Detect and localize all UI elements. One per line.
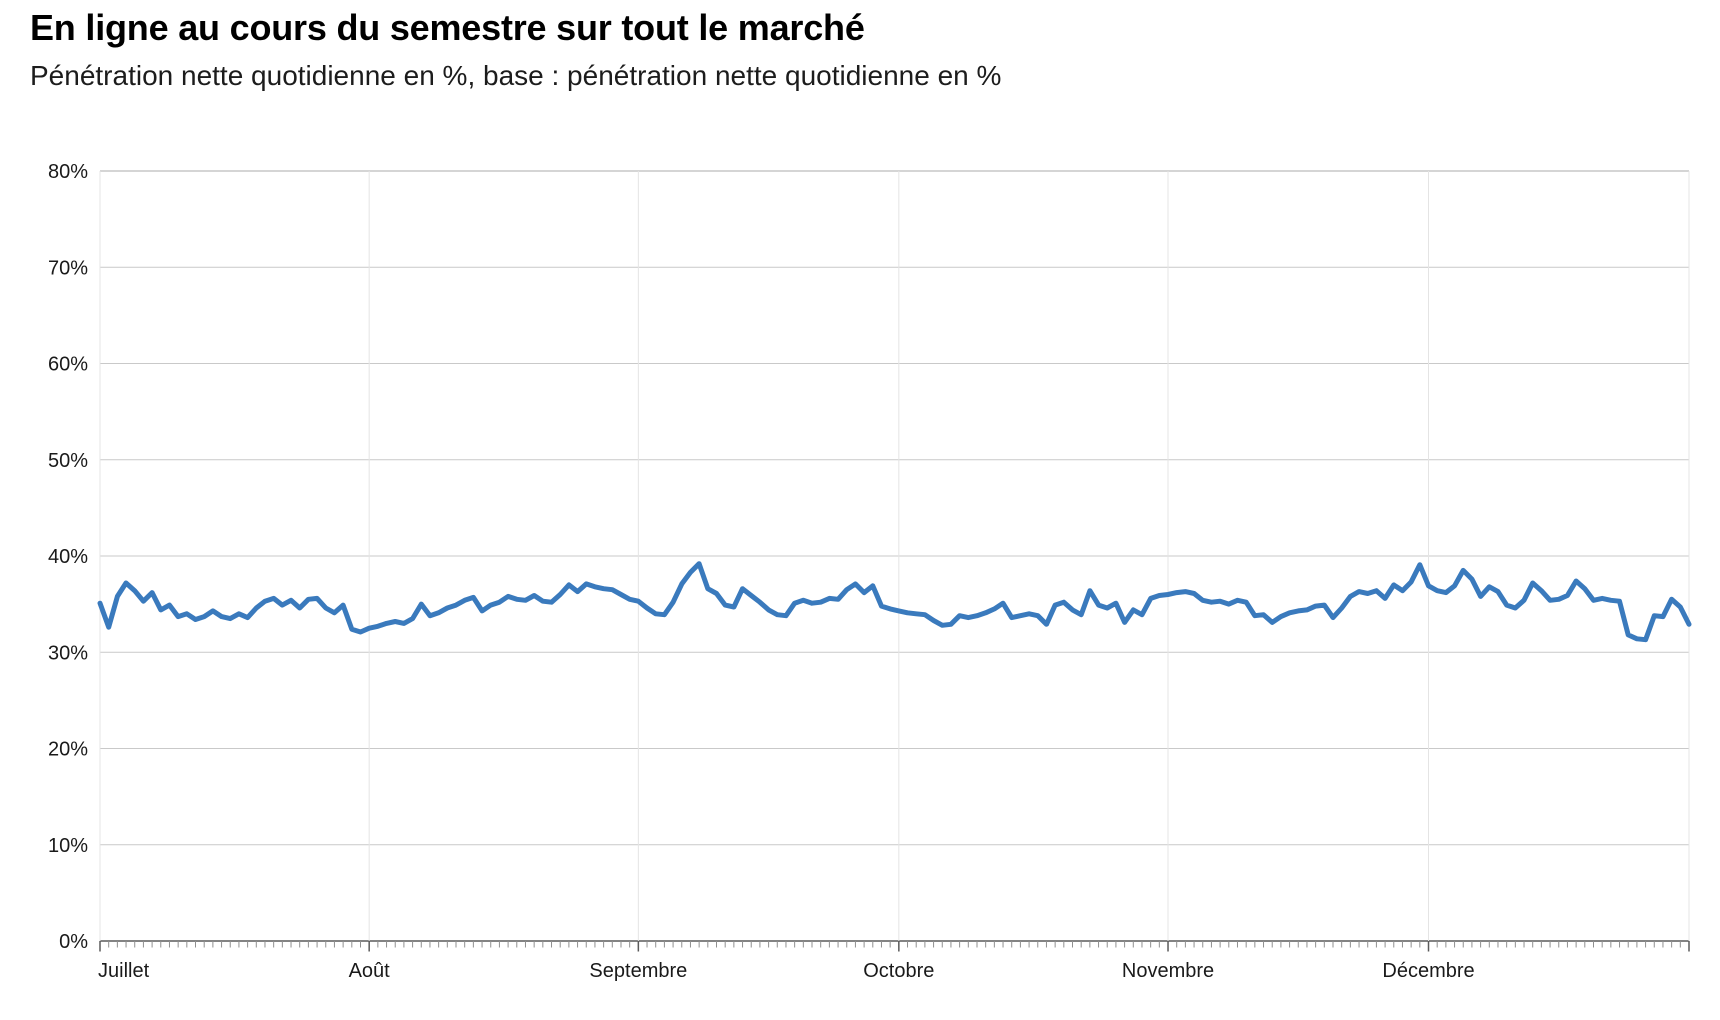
x-axis-label: Octobre bbox=[863, 960, 934, 982]
x-axis-label: Juillet bbox=[98, 960, 150, 982]
page-title: En ligne au cours du semestre sur tout l… bbox=[30, 7, 865, 48]
page-subtitle: Pénétration nette quotidienne en %, base… bbox=[30, 60, 1002, 92]
chart-header: En ligne au cours du semestre sur tout l… bbox=[30, 6, 1001, 93]
x-axis-label: Décembre bbox=[1382, 960, 1474, 982]
penetration-line bbox=[97, 561, 1692, 643]
y-axis-label: 0% bbox=[59, 931, 88, 953]
x-axis-label: Novembre bbox=[1122, 960, 1214, 982]
y-axis-label: 20% bbox=[48, 739, 88, 761]
y-axis-label: 60% bbox=[48, 354, 88, 376]
y-axis-label: 80% bbox=[48, 161, 88, 183]
y-axis-label: 70% bbox=[48, 257, 88, 279]
x-axis-label: Septembre bbox=[589, 960, 687, 982]
y-axis-label: 50% bbox=[48, 450, 88, 472]
x-axis-label: Août bbox=[349, 960, 391, 982]
y-axis-label: 30% bbox=[48, 642, 88, 664]
y-axis-label: 40% bbox=[48, 546, 88, 568]
y-axis-label: 10% bbox=[48, 835, 88, 857]
